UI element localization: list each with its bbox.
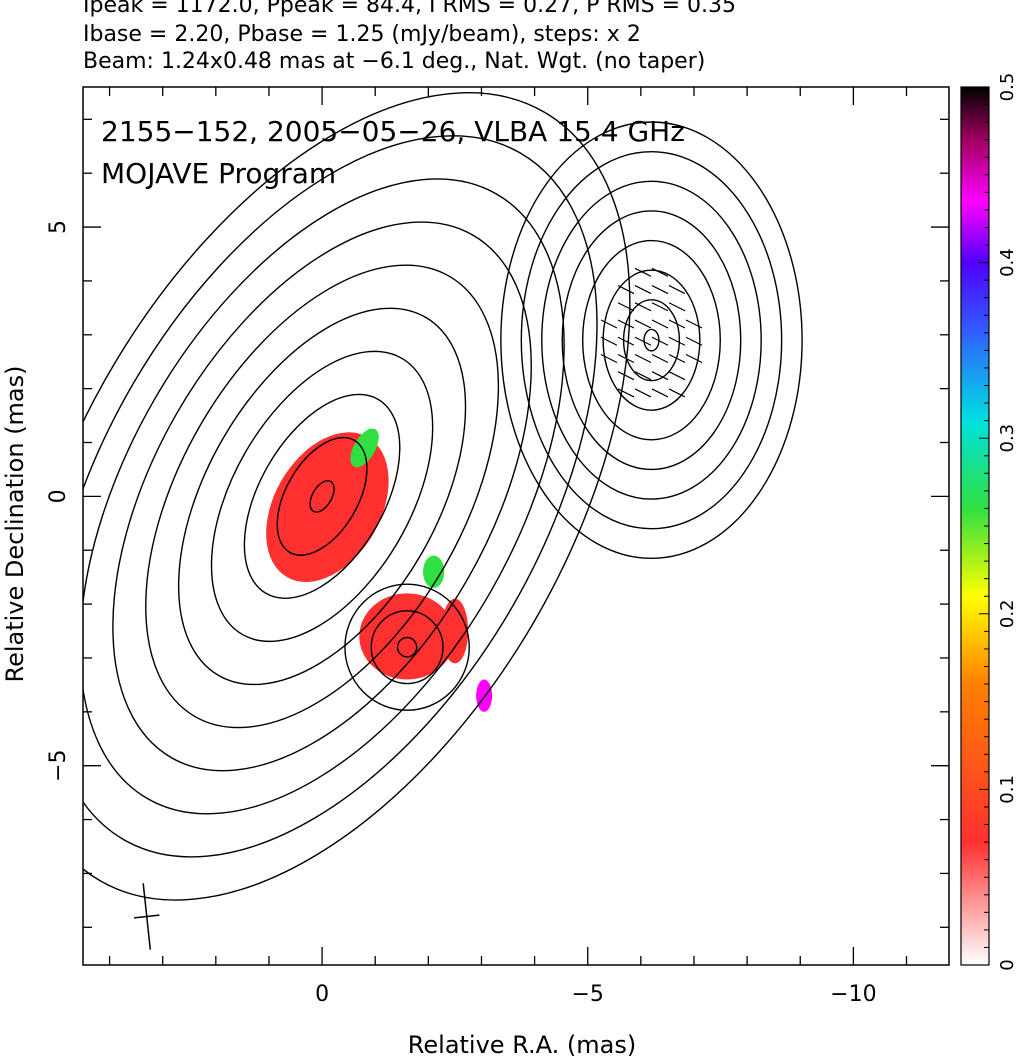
evpa-tick: [651, 319, 669, 329]
evpa-tick: [651, 284, 669, 295]
evpa-tick: [617, 371, 635, 381]
evpa-tick: [634, 267, 652, 277]
evpa-tick: [600, 319, 618, 329]
fractional-polarization-layer: [266, 428, 493, 712]
map-title-line-2: MOJAVE Program: [101, 157, 336, 190]
evpa-tick: [617, 336, 635, 346]
pol-region-1: [359, 593, 455, 680]
colorbar-tick-label: 0.4: [997, 248, 1018, 277]
west-lobe-contour-5: [541, 180, 762, 500]
beam-minor-axis: [133, 914, 160, 919]
evpa-tick: [617, 302, 635, 312]
core-contour-7: [83, 178, 565, 815]
core-contour-9: [83, 92, 631, 901]
evpa-tick: [600, 336, 618, 346]
evpa-tick: [617, 353, 635, 364]
pol-region-4: [423, 555, 445, 588]
evpa-tick: [634, 319, 652, 329]
evpa-tick: [651, 388, 669, 398]
pol-region-2: [441, 598, 469, 664]
evpa-tick: [668, 284, 686, 295]
evpa-tick: [685, 353, 703, 364]
evpa-tick: [634, 353, 652, 364]
header-line-3: Beam: 1.24x0.48 mas at −6.1 deg., Nat. W…: [83, 49, 706, 74]
evpa-ticks: [600, 267, 703, 398]
core-contour-0: [309, 479, 335, 513]
y-axis-label: Relative Declination (mas): [1, 365, 29, 682]
colorbar-tick-label: 0.1: [997, 775, 1018, 804]
evpa-tick: [651, 336, 669, 346]
total-intensity-contours: [83, 92, 803, 901]
evpa-tick: [668, 371, 686, 381]
west-lobe-contour-3: [581, 239, 721, 441]
core-contour-6: [112, 221, 532, 772]
pol-region-5: [476, 679, 493, 712]
evpa-tick: [668, 319, 686, 329]
inner-jet-contour-0: [396, 636, 418, 658]
plot-frame: [82, 86, 950, 966]
west-lobe-contour-1: [622, 299, 681, 382]
evpa-tick: [617, 388, 635, 398]
evpa-tick: [600, 353, 618, 364]
inner-jet-contour-2: [344, 583, 470, 711]
x-tick-label: −5: [572, 982, 604, 1007]
x-axis-label: Relative R.A. (mas): [408, 1031, 636, 1059]
evpa-tick: [634, 284, 652, 295]
core-contour-2: [243, 393, 401, 599]
core-contour-4: [177, 307, 467, 686]
core-contour-3: [210, 350, 434, 643]
evpa-tick: [634, 388, 652, 398]
header-line-2: Ibase = 2.20, Pbase = 1.25 (mJy/beam), s…: [83, 22, 641, 47]
evpa-tick: [651, 353, 669, 364]
core-contour-5: [145, 264, 500, 729]
evpa-tick: [685, 319, 703, 329]
x-tick-label: −10: [830, 982, 876, 1007]
map-title-line-1: 2155−152, 2005−05−26, VLBA 15.4 GHz: [101, 115, 685, 148]
core-contour-1: [276, 436, 368, 556]
evpa-tick: [634, 371, 652, 381]
evpa-tick: [651, 267, 669, 277]
evpa-tick: [668, 353, 686, 364]
evpa-tick: [634, 302, 652, 312]
evpa-tick: [685, 336, 703, 346]
evpa-tick: [668, 336, 686, 346]
x-tick-label: 0: [315, 982, 329, 1007]
west-lobe-contour-2: [602, 269, 701, 411]
pol-region-3: [350, 428, 379, 468]
west-lobe-contour-7: [500, 121, 803, 560]
colorbar-tick-label: 0: [997, 959, 1018, 970]
evpa-tick: [617, 284, 635, 295]
header-line-1: Ipeak = 1172.0, Ppeak = 84.4, I RMS = 0.…: [83, 0, 736, 18]
colorbar-tick-label: 0.2: [997, 599, 1018, 628]
evpa-tick: [634, 336, 652, 346]
evpa-tick: [617, 319, 635, 329]
y-tick-label: 5: [46, 220, 71, 234]
inner-jet-contour-1: [370, 610, 444, 685]
west-lobe-contour-6: [520, 150, 783, 530]
y-tick-label: −5: [46, 749, 71, 781]
colorbar-tick-label: 0.3: [997, 424, 1018, 453]
evpa-tick: [651, 302, 669, 312]
west-lobe-contour-4: [561, 210, 742, 471]
evpa-tick: [668, 388, 686, 398]
y-tick-label: 0: [46, 489, 71, 503]
beam-marker: [133, 883, 160, 950]
evpa-tick: [651, 371, 669, 381]
pol-region-0: [266, 432, 389, 582]
core-contour-8: [83, 135, 598, 858]
colorbar-tick-label: 0.5: [997, 73, 1018, 102]
evpa-tick: [668, 302, 686, 312]
